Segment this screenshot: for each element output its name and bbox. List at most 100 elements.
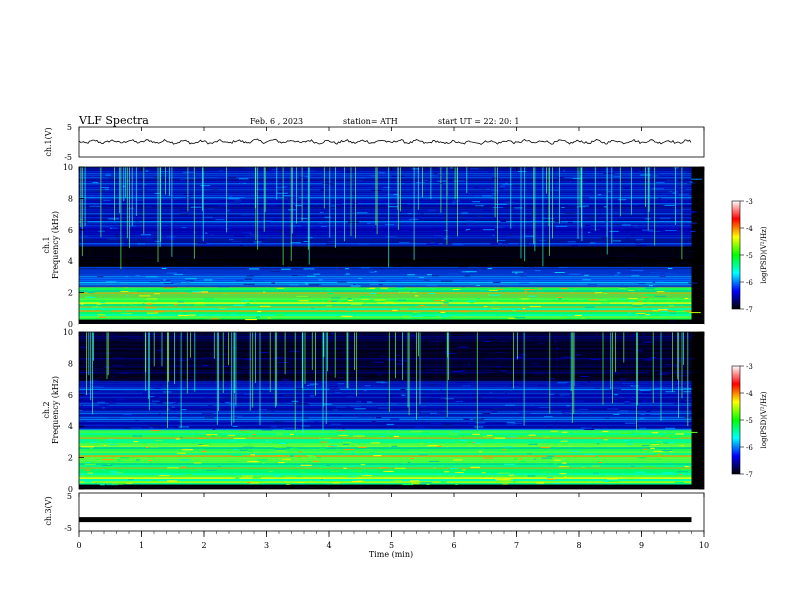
ch2-spectrogram-speckle <box>239 367 249 369</box>
ch1-spectrogram-speckle <box>231 240 242 242</box>
ch1-spectrogram-speckle <box>87 258 98 260</box>
ch2-spectrogram-speckle <box>408 462 411 464</box>
ch1-spectrogram-speckle <box>185 280 195 282</box>
ch2-spectrogram-speckle <box>248 450 253 452</box>
ch1-spectrogram-texture-row <box>79 239 692 241</box>
ch1-spectrogram-speckle <box>652 310 658 312</box>
ch2-spectrogram-speckle <box>250 454 255 456</box>
ch1-spectrogram-speckle <box>683 251 696 252</box>
ch2-spectrogram-speckle <box>665 442 676 444</box>
ch1-spectrogram-speckle <box>482 195 493 197</box>
ch2-spectrogram-speckle <box>197 437 206 439</box>
ch1-spectrogram-speckle <box>664 272 677 274</box>
ch1-spectrogram-speckle <box>626 307 633 309</box>
ch2-spectrogram-speckle <box>683 391 691 393</box>
ch1-spectrogram-speckle <box>600 302 610 304</box>
ch2-spectrogram-speckle <box>578 408 589 410</box>
ch2-spectrogram-speckle <box>477 397 483 399</box>
ch1-spectrogram-speckle <box>166 321 172 323</box>
ch1-spectrogram-speckle <box>107 218 120 220</box>
ch1-spectrogram-speckle <box>438 274 441 276</box>
ch1-spectrogram-speckle <box>374 271 377 273</box>
ch1-spectrogram-speckle <box>645 294 655 296</box>
ch2-spectrogram-speckle <box>593 472 599 474</box>
x-tick-label: 5 <box>389 541 394 550</box>
ch1-spectrogram-texture-row <box>79 177 692 179</box>
ch2-spectrogram-speckle <box>679 345 690 347</box>
ch2-spectrogram-speckle <box>283 427 295 429</box>
ch1-spectrogram-speckle <box>341 261 347 263</box>
colorbar-ch2-tick-label: -6 <box>746 444 753 452</box>
ch2-spectrogram-speckle <box>274 357 282 359</box>
ch1-spectrogram-speckle <box>151 263 155 265</box>
ch1-spectrogram-speckle <box>328 241 338 242</box>
ch1-spectrogram-speckle <box>446 317 454 319</box>
ch1-spectrogram-speckle <box>614 274 619 276</box>
ch2-spectrogram-texture-row <box>79 394 692 397</box>
ch2-spectrogram-speckle <box>210 366 221 368</box>
ch1-spectrogram-speckle <box>568 221 573 223</box>
ch2-spectrogram-speckle <box>519 397 524 399</box>
ch1-spectrogram-speckle <box>190 206 202 208</box>
ch2-spectrogram-speckle <box>684 366 693 368</box>
ch1-spectrogram-speckle <box>534 270 541 272</box>
ch1-spectrogram-speckle <box>412 168 420 170</box>
ch1-spectrogram-speckle <box>219 308 226 309</box>
ch2-spectrogram-speckle <box>498 472 510 474</box>
ch1-spectrogram-speckle <box>271 282 275 284</box>
colorbar-ch1-tick-label: -4 <box>746 225 753 233</box>
ch2-spectrogram-texture-row <box>79 372 692 374</box>
ch1-spectrogram-speckle <box>233 304 245 306</box>
ch2-spectrogram-speckle <box>473 349 483 351</box>
ch1-spectrogram-speckle <box>597 259 601 261</box>
ch2-spectrogram-ytick-label: 8 <box>68 359 73 368</box>
ch1-spectrogram-speckle <box>299 201 312 203</box>
ch2-spectrogram-speckle <box>208 405 213 407</box>
ch1-spectrogram-speckle <box>188 247 195 249</box>
ch1-spectrogram-speckle <box>499 287 508 288</box>
ch2-spectrogram-speckle <box>283 395 295 396</box>
ch1-spectrogram-speckle <box>276 192 288 194</box>
ch1-spectrogram-speckle <box>573 176 577 178</box>
ch2-spectrogram-speckle <box>315 430 326 432</box>
ch2-spectrogram-speckle <box>152 371 155 373</box>
ch1-spectrogram-speckle <box>442 248 454 250</box>
ch2-spectrogram-speckle <box>343 467 347 469</box>
ch1-spectrogram-speckle <box>469 302 474 304</box>
ch2-spectrogram-speckle <box>328 368 335 370</box>
ch2-spectrogram-speckle <box>528 443 538 445</box>
ch2-spectrogram-speckle <box>105 352 113 354</box>
ch1-spectrogram-speckle <box>320 212 324 214</box>
ch2-spectrogram-speckle <box>533 458 536 460</box>
ch2-spectrogram-texture-row <box>79 364 692 366</box>
ch2-spectrogram-speckle <box>656 441 662 443</box>
ch1-spectrogram-speckle <box>259 226 267 228</box>
ch1-spectrogram-speckle <box>416 182 425 184</box>
ch2-spectrogram-speckle <box>590 359 600 360</box>
ch2-spectrogram-texture-row <box>79 410 692 413</box>
ch2-spectrogram-speckle <box>498 480 507 482</box>
ch2-spectrogram-speckle <box>149 424 161 426</box>
ch2-spectrogram-speckle <box>506 424 517 426</box>
ch1-spectrogram-speckle <box>660 243 672 245</box>
ch1-spectrogram-speckle <box>80 248 87 250</box>
ch2-spectrogram-speckle <box>97 401 105 403</box>
ch2-spectrogram-speckle <box>91 390 99 391</box>
ch2-spectrogram-speckle <box>677 342 684 344</box>
ch2-spectrogram-speckle <box>178 359 186 361</box>
ch2-spectrogram-speckle <box>494 372 507 374</box>
ch1-spectrogram-speckle <box>124 323 131 324</box>
ch1-spectrogram-speckle <box>94 305 102 307</box>
ch2-spectrogram-speckle <box>560 440 568 442</box>
ch1-spectrogram-speckle <box>411 315 422 317</box>
ch1-spectrogram-speckle <box>354 186 358 188</box>
ch1-spectrogram-speckle <box>87 212 92 214</box>
ch1-spectrogram-speckle <box>181 227 187 229</box>
ch1-spectrogram-speckle <box>215 240 218 242</box>
ch1-spectrogram-speckle <box>337 231 343 233</box>
ch1-spectrogram-speckle <box>207 208 215 210</box>
ch1-spectrogram-speckle <box>233 235 245 237</box>
ch1-spectrogram-speckle <box>509 236 521 238</box>
ch1-spectrogram-speckle <box>367 223 371 225</box>
ch1-spectrogram-speckle <box>320 226 327 227</box>
